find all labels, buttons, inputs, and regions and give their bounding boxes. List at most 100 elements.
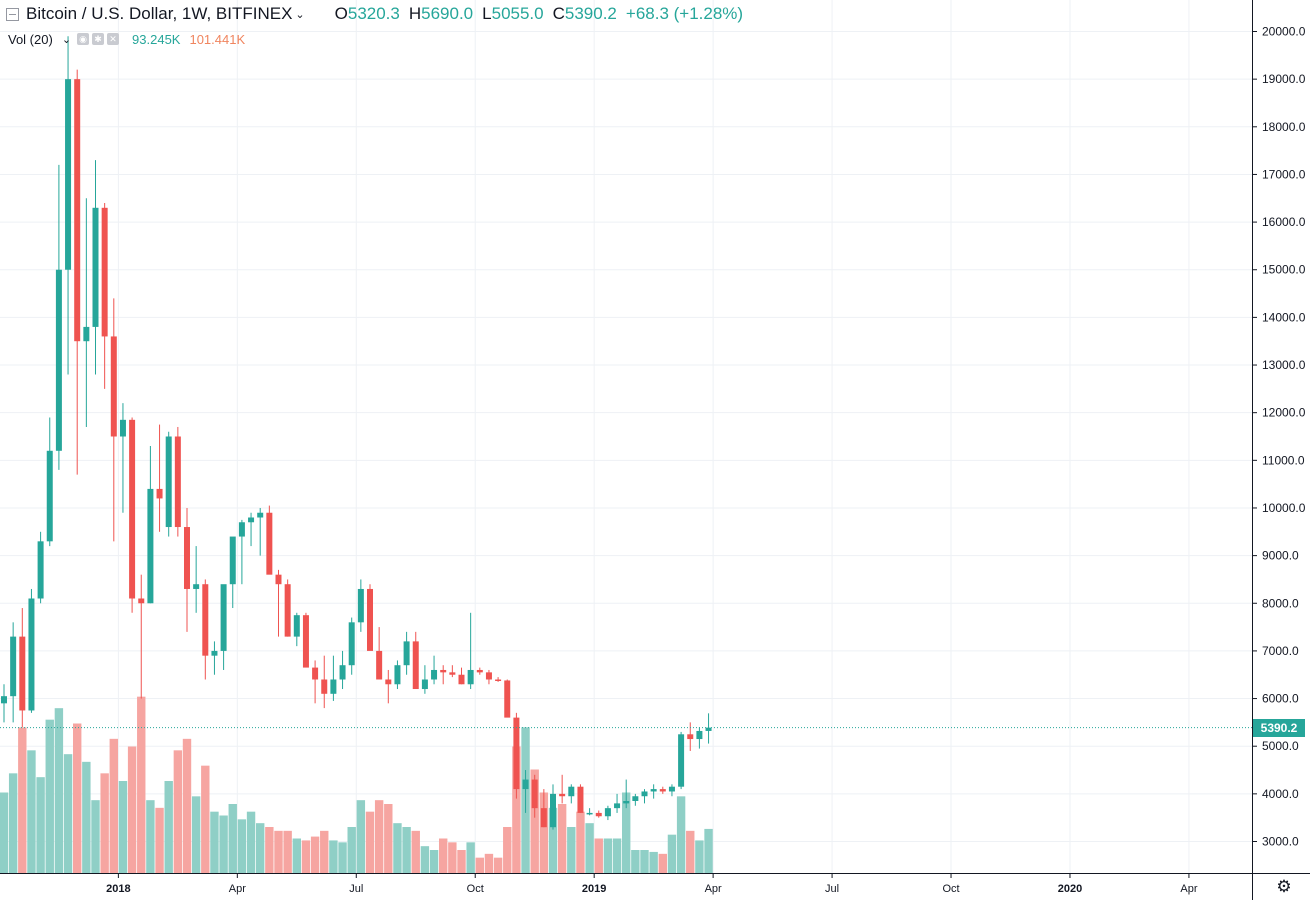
volume-bar xyxy=(191,796,201,873)
volume-bar xyxy=(8,773,18,873)
volume-title[interactable]: Vol (20) xyxy=(8,31,53,47)
y-tick-label: 11000.0 xyxy=(1262,453,1305,467)
candle-body xyxy=(550,793,556,828)
candle-body xyxy=(604,808,611,817)
candle-body xyxy=(238,522,245,537)
volume-bars xyxy=(0,696,713,873)
candle-body xyxy=(540,808,547,828)
price-axis-bg xyxy=(1252,0,1310,900)
candle-body xyxy=(522,779,529,790)
x-tick-label: Oct xyxy=(942,883,959,895)
candle-body xyxy=(321,679,328,694)
low-value: 5055.0 xyxy=(491,4,544,23)
volume-bar xyxy=(676,796,686,873)
y-tick-label: 14000.0 xyxy=(1262,310,1306,324)
candle-body xyxy=(431,669,438,680)
volume-bar xyxy=(63,754,73,873)
candle-body xyxy=(394,665,401,685)
close-label: C xyxy=(552,4,565,23)
candle-body xyxy=(330,679,337,694)
volume-bar xyxy=(631,850,640,873)
volume-bar xyxy=(182,738,192,873)
x-tick-label: Oct xyxy=(467,883,484,895)
candle-body xyxy=(211,650,218,656)
volume-bar xyxy=(283,830,292,873)
volume-bar xyxy=(557,804,567,873)
volume-bar xyxy=(548,807,558,873)
candle-body xyxy=(678,734,685,787)
volume-bar xyxy=(338,842,347,873)
y-tick-label: 4000.0 xyxy=(1262,787,1299,801)
chevron-down-icon[interactable]: ⌄ xyxy=(295,8,305,21)
y-tick-label: 5000.0 xyxy=(1262,739,1299,753)
candle-body xyxy=(568,786,575,797)
volume-bar xyxy=(173,750,183,873)
candle-body xyxy=(348,622,355,666)
volume-bar xyxy=(201,765,210,873)
volume-bar xyxy=(237,819,247,873)
candle-body xyxy=(577,786,584,813)
candle-body xyxy=(495,679,502,681)
x-tick-label: Jul xyxy=(349,883,363,895)
candle-body xyxy=(165,436,172,528)
volume-bar xyxy=(365,811,375,873)
volume-bar xyxy=(347,827,356,873)
candle-body xyxy=(467,669,474,685)
volume-bar xyxy=(36,777,45,873)
volume-bar xyxy=(137,696,146,873)
candle-body xyxy=(403,641,410,666)
volume-bar xyxy=(585,823,594,873)
candle-body xyxy=(293,615,300,637)
candle-body xyxy=(641,791,648,797)
candle-body xyxy=(101,207,108,337)
open-label: O xyxy=(334,4,348,23)
volume-bar xyxy=(246,811,256,873)
candle-body xyxy=(19,636,26,711)
volume-bar xyxy=(429,850,439,873)
volume-bar xyxy=(118,781,128,873)
candle-body xyxy=(687,734,694,740)
volume-bar xyxy=(91,800,100,873)
candle-body xyxy=(92,207,99,327)
candle-body xyxy=(458,674,465,685)
x-tick-label: 2019 xyxy=(582,883,606,895)
settings-small-icon[interactable]: ✱ xyxy=(92,33,105,45)
volume-bar xyxy=(27,750,36,873)
volume-chevron-down-icon[interactable]: ⌄ xyxy=(61,33,72,46)
volume-bar xyxy=(18,727,27,873)
candle-body xyxy=(339,665,346,680)
volume-bar xyxy=(576,811,585,873)
close-value: 5390.2 xyxy=(564,4,617,23)
candle-body xyxy=(696,730,703,740)
candle-body xyxy=(202,584,209,656)
volume-bar xyxy=(265,827,274,873)
candle-body xyxy=(37,541,44,599)
candle-body xyxy=(485,672,492,680)
candle-body xyxy=(156,488,163,499)
volume-bar xyxy=(100,773,109,873)
volume-bar xyxy=(475,857,484,873)
candle-body xyxy=(83,326,90,342)
symbol-title[interactable]: Bitcoin / U.S. Dollar, 1W, BITFINEX xyxy=(26,4,293,23)
candle-body xyxy=(412,641,419,690)
change-value: +68.3 (+1.28%) xyxy=(625,4,744,23)
gear-icon[interactable]: ⚙ xyxy=(1276,877,1292,896)
volume-bar xyxy=(73,723,82,873)
x-tick-label: Apr xyxy=(229,883,246,895)
volume-bar xyxy=(82,761,91,873)
volume-bar xyxy=(640,850,649,873)
high-value: 5690.0 xyxy=(421,4,474,23)
volume-bar xyxy=(420,846,430,873)
eye-icon[interactable]: ◉ xyxy=(77,33,90,45)
candle-body xyxy=(559,793,566,797)
candle-body xyxy=(367,588,373,651)
volume-bar xyxy=(219,815,228,873)
close-icon[interactable]: ✕ xyxy=(107,33,120,45)
x-tick-label: 2018 xyxy=(106,883,130,895)
candle-body xyxy=(312,667,319,680)
candle-body xyxy=(504,680,511,718)
volume-bar xyxy=(384,804,393,873)
collapse-icon[interactable] xyxy=(6,7,19,21)
